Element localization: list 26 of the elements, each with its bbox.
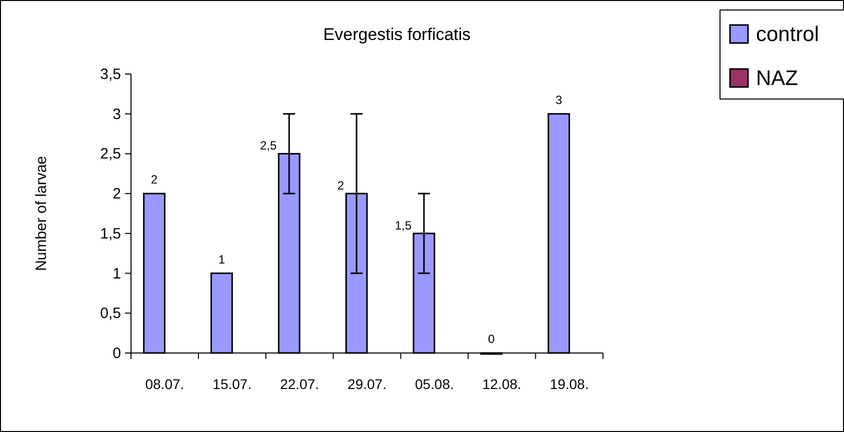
legend-label: NAZ [756,67,798,90]
x-tick-label: 12.08. [482,376,522,392]
y-tick-label: 0,5 [100,305,121,322]
x-tick-label: 19.08. [550,376,589,392]
y-tick-label: 3 [112,106,121,123]
chart-title: Evergestis forficatis [323,25,471,44]
y-tick-label: 3,5 [100,66,121,83]
x-tick-label: 05.08. [414,376,454,392]
data-label: 2 [337,178,344,193]
y-axis-title: Number of larvae [33,156,50,272]
y-tick-label: 1 [112,265,121,282]
y-tick-label: 2,5 [100,146,121,163]
data-label: 1,5 [394,218,412,232]
x-tick-label: 08.07. [145,376,184,392]
y-tick-label: 0 [112,345,121,362]
x-tick-label: 29.07. [348,376,386,392]
data-label: 2 [150,172,158,187]
legend-label: control [756,23,820,46]
y-tick-label: 1,5 [100,225,121,242]
data-label: 3 [555,92,562,107]
data-label: 0 [488,332,496,346]
data-label: 1 [218,252,226,266]
x-tick-label: 15.07. [212,376,252,392]
x-tick-label: 22.07. [280,376,320,392]
data-label: 2,5 [260,138,277,153]
y-tick-label: 2 [112,186,121,203]
